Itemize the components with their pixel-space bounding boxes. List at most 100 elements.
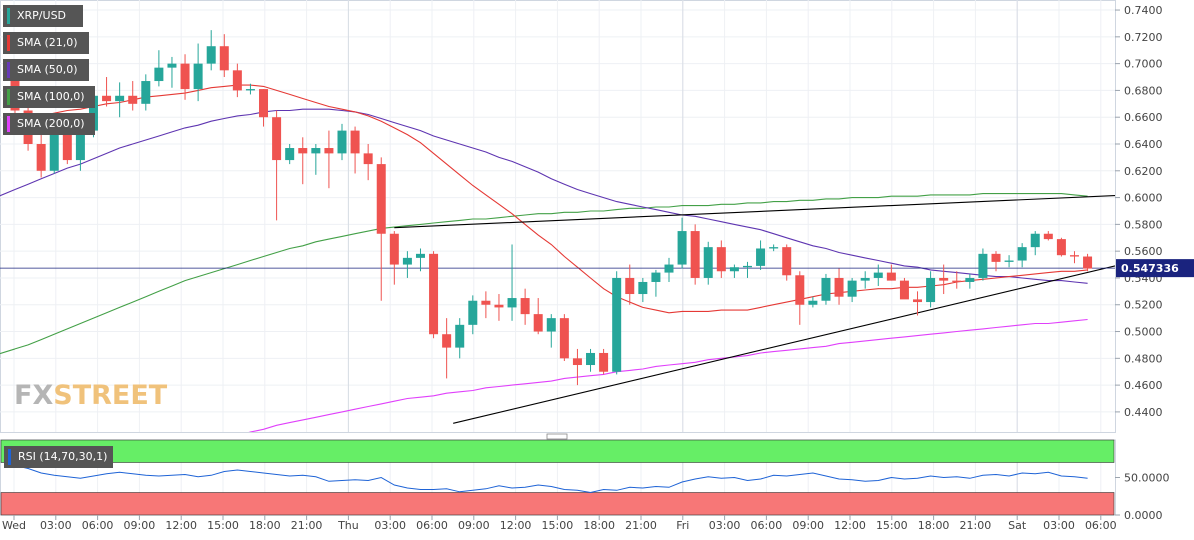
candle-body (729, 267, 739, 272)
legend-swatch (7, 116, 10, 132)
trendline-1 (394, 195, 1115, 229)
axes: 0.7400 0.7200 0.7000 0.6800 0.6600 0.6400 0.62… (2, 4, 1194, 532)
time-tick-label: Sat (1008, 519, 1027, 532)
time-tick-label: Fri (676, 519, 689, 532)
candle-body (651, 272, 661, 282)
time-tick-label: 21:00 (291, 519, 323, 532)
candle (259, 89, 269, 127)
candle (141, 74, 151, 111)
candle (703, 241, 713, 285)
legend-item-pair[interactable]: XRP/USD (3, 5, 83, 27)
rsi-legend-label[interactable]: RSI (14,70,30,1) (4, 446, 114, 468)
candle-body (363, 153, 373, 165)
candle-body (272, 117, 282, 161)
candle (1083, 253, 1093, 272)
price-tick-label: 0.6000 (1124, 192, 1163, 205)
candle-body (376, 164, 386, 234)
candle-body (533, 314, 543, 332)
candle (1017, 243, 1027, 268)
candle (742, 261, 752, 278)
candle-body (415, 253, 425, 258)
price-tick-label: 0.6400 (1124, 138, 1163, 151)
legend-item-sma100[interactable]: SMA (100,0) (3, 86, 95, 108)
price-tick-label: 0.7400 (1124, 4, 1163, 17)
candle-body (599, 352, 609, 372)
candle (402, 251, 412, 278)
candle-body (1083, 256, 1093, 269)
time-tick-label: 09:00 (124, 519, 156, 532)
sma200-line (248, 318, 1088, 432)
candle-body (193, 63, 203, 90)
candle-body (978, 253, 988, 278)
current-price-label: 0.547336 (1116, 259, 1194, 278)
candle (782, 244, 792, 281)
rsi-tick-label: 0.0000 (1124, 509, 1163, 522)
sma100-line-extension (0, 348, 16, 355)
candle-body (899, 280, 909, 300)
candle-body (402, 257, 412, 265)
time-tick-label: Wed (2, 519, 26, 532)
candle (167, 56, 177, 88)
price-tick-label: 0.4800 (1124, 352, 1163, 365)
candle-body (847, 280, 857, 297)
candle-body (232, 70, 242, 91)
candle (586, 348, 596, 372)
candle-body (873, 272, 883, 278)
candle-body (546, 318, 556, 332)
time-tick-label: 06:00 (82, 519, 114, 532)
time-tick-label: 03:00 (1043, 519, 1075, 532)
time-tick-label: 03:00 (40, 519, 72, 532)
candle-body (311, 148, 321, 154)
price-tick-label: 0.5200 (1124, 299, 1163, 312)
candle (272, 110, 282, 221)
candle (638, 277, 648, 303)
candle (180, 54, 190, 100)
time-tick-label: 21:00 (960, 519, 992, 532)
candle (285, 144, 295, 165)
sma50-line (14, 108, 1088, 284)
trendline-2 (453, 265, 1115, 424)
time-tick-label: 15:00 (876, 519, 908, 532)
legend-label: SMA (21,0) (17, 36, 78, 49)
candle-body (742, 265, 752, 268)
legend-item-sma50[interactable]: SMA (50,0) (3, 59, 89, 81)
candle (625, 264, 635, 305)
price-tick-label: 0.7000 (1124, 58, 1163, 71)
candle-body (1017, 247, 1027, 261)
candle-body (324, 148, 334, 154)
candle (913, 291, 923, 316)
candle (206, 30, 216, 71)
candle (651, 269, 661, 297)
candle-body (285, 148, 295, 161)
candle-body (991, 253, 1001, 262)
candle (337, 123, 347, 161)
candle-body (75, 130, 85, 161)
time-tick-label: 06:00 (1085, 519, 1117, 532)
fxstreet-watermark-logo: FXSTREET (14, 380, 167, 411)
legend-swatch (7, 62, 10, 78)
candle-body (259, 89, 269, 118)
candle-body (167, 63, 177, 68)
candle-body (559, 318, 569, 359)
candle-body (141, 81, 151, 104)
candle-body (625, 277, 635, 295)
candle-body (481, 300, 491, 305)
price-tick-label: 0.5800 (1124, 218, 1163, 231)
candle (232, 63, 242, 98)
legend-swatch (7, 8, 10, 24)
candle (939, 264, 949, 295)
legend-swatch (7, 89, 10, 105)
candle (677, 217, 687, 269)
candle (1056, 237, 1066, 257)
candle (128, 81, 138, 111)
logo-part-street: STREET (53, 380, 168, 411)
current-price-label-text: 0.547336 (1121, 262, 1179, 275)
candle (415, 248, 425, 272)
legend-item-sma200[interactable]: SMA (200,0) (3, 113, 95, 135)
time-tick-label: Thu (337, 519, 359, 532)
candle (795, 271, 805, 325)
candle-body (756, 248, 766, 266)
candle (193, 43, 203, 102)
legend-item-sma21[interactable]: SMA (21,0) (3, 32, 89, 54)
candle (847, 277, 857, 303)
